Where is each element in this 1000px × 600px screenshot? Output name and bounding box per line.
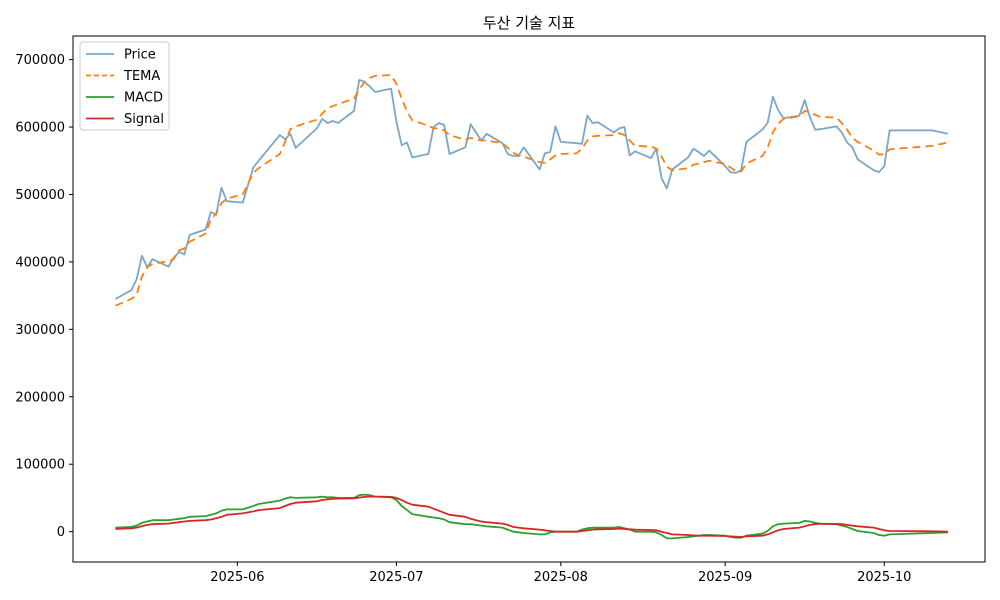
legend: Price TEMA MACD Signal bbox=[79, 41, 170, 131]
plot-frame bbox=[72, 35, 986, 563]
y-axis: 0 100000 200000 300000 400000 500000 600000 700… bbox=[15, 53, 73, 540]
x-tick-label: 2025-07 bbox=[369, 570, 423, 585]
legend-label: Price bbox=[124, 48, 156, 63]
x-tick-label: 2025-09 bbox=[698, 570, 752, 585]
series-line-signal bbox=[115, 495, 948, 538]
x-tick-label: 2025-10 bbox=[857, 570, 911, 585]
x-tick-label: 2025-06 bbox=[210, 570, 264, 585]
plot-area bbox=[114, 74, 949, 540]
y-tick-label: 700000 bbox=[15, 53, 65, 68]
y-tick-label: 300000 bbox=[15, 323, 65, 338]
series-line-price bbox=[114, 78, 949, 300]
series-line-macd bbox=[115, 493, 948, 540]
y-tick-label: 400000 bbox=[15, 255, 65, 270]
legend-label: MACD bbox=[124, 91, 163, 106]
x-axis: 2025-06 2025-07 2025-08 2025-09 2025-10 bbox=[210, 562, 911, 585]
y-tick-label: 500000 bbox=[15, 188, 65, 203]
legend-label: Signal bbox=[124, 112, 164, 127]
legend-box bbox=[79, 41, 170, 131]
legend-label: TEMA bbox=[123, 69, 160, 84]
y-tick-label: 0 bbox=[57, 525, 65, 540]
y-tick-label: 200000 bbox=[15, 390, 65, 405]
x-tick-label: 2025-08 bbox=[534, 570, 588, 585]
chart-title: 두산 기술 지표 bbox=[483, 14, 576, 32]
y-tick-label: 100000 bbox=[15, 458, 65, 473]
y-tick-label: 600000 bbox=[15, 121, 65, 136]
